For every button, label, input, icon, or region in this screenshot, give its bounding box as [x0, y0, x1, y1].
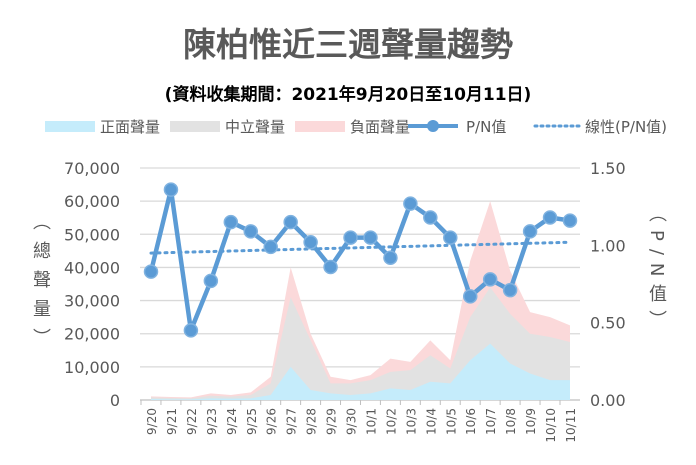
legend-label: 負面聲量 — [350, 118, 410, 136]
pn-point — [403, 196, 418, 211]
chart-title: 陳柏惟近三週聲量趨勢 — [183, 25, 513, 64]
x-tick-label: 9/28 — [305, 408, 319, 435]
y-tick-label: 20,000 — [64, 325, 120, 344]
y-tick-label: 60,000 — [64, 192, 120, 211]
pn-point — [482, 272, 498, 287]
pn-line — [148, 187, 571, 333]
y-tick-label: 30,000 — [64, 292, 120, 311]
x-tick-label: 10/5 — [444, 408, 458, 435]
pn-point — [502, 282, 518, 298]
x-tick-label: 9/21 — [165, 408, 179, 435]
legend-swatch — [170, 121, 220, 132]
area-positive — [151, 343, 570, 400]
x-tick-label: 10/2 — [384, 408, 398, 435]
x-tick-label: 9/25 — [245, 408, 259, 435]
legend-label: P/N值 — [466, 118, 506, 136]
x-tick-label: 9/24 — [225, 408, 239, 435]
y-tick-label: 0 — [110, 391, 120, 410]
y2-tick-label: 1.50 — [590, 159, 626, 178]
legend-label: 中立聲量 — [225, 118, 285, 136]
y2-axis-title: （P/N值） — [646, 204, 667, 337]
x-tick-label: 9/27 — [285, 408, 299, 435]
x-tick-label: 10/1 — [364, 408, 378, 435]
pn-point — [183, 323, 199, 338]
legend-label: 線性(P/N值) — [585, 118, 667, 136]
pn-point — [223, 214, 239, 230]
x-tick-label: 9/29 — [325, 408, 339, 435]
y-tick-label: 40,000 — [64, 258, 120, 277]
pn-point — [462, 289, 478, 304]
x-tick-label: 9/26 — [265, 408, 279, 435]
pn-point — [363, 230, 378, 245]
x-tick-label: 10/8 — [504, 408, 518, 435]
pn-point — [443, 230, 458, 245]
pn-point — [243, 224, 259, 239]
x-tick-label: 9/23 — [205, 408, 219, 435]
legend-marker — [427, 120, 439, 132]
pn-point — [343, 230, 358, 245]
pn-point — [562, 213, 578, 228]
y2-tick-label: 0.00 — [590, 391, 626, 410]
chart-subtitle: (資料收集期間：2021年9月20日至10月11日) — [164, 85, 532, 105]
pn-point — [203, 273, 219, 289]
trendline — [149, 240, 572, 255]
y-tick-label: 70,000 — [64, 159, 120, 178]
x-tick-label: 9/22 — [185, 408, 199, 435]
x-tick-label: 10/4 — [424, 408, 438, 435]
pn-point — [283, 214, 298, 230]
legend-swatch — [45, 121, 95, 132]
y2-tick-label: 0.50 — [590, 314, 626, 333]
y2-tick-label: 1.00 — [590, 236, 626, 255]
pn-point — [143, 264, 159, 279]
pn-point — [263, 239, 278, 255]
x-tick-label: 9/20 — [145, 408, 159, 435]
y-axis-title: （總聲量） — [30, 212, 51, 357]
pn-point — [163, 182, 179, 197]
legend-swatch — [295, 121, 345, 132]
pn-point — [423, 210, 438, 225]
pn-point — [542, 210, 558, 225]
legend-label: 正面聲量 — [100, 118, 160, 136]
y-tick-label: 50,000 — [64, 225, 120, 244]
x-tick-label: 10/3 — [404, 408, 418, 435]
pn-point — [303, 234, 318, 250]
x-tick-label: 10/6 — [464, 408, 478, 435]
x-tick-label: 9/30 — [345, 408, 359, 435]
x-tick-label: 10/9 — [524, 408, 538, 435]
pn-point — [383, 250, 398, 265]
x-tick-label: 10/11 — [564, 408, 578, 443]
pn-point — [323, 259, 338, 275]
pn-point — [522, 224, 538, 239]
y-tick-label: 10,000 — [64, 358, 120, 377]
x-tick-label: 10/10 — [544, 408, 558, 443]
x-tick-label: 10/7 — [484, 408, 498, 435]
